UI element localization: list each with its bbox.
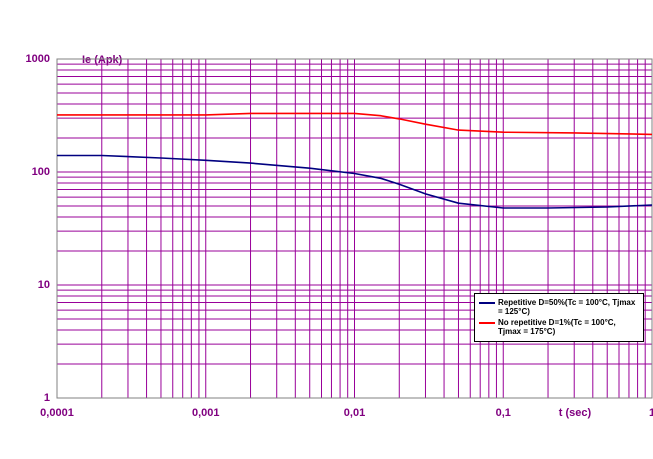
legend-swatch xyxy=(479,302,495,304)
legend: Repetitive D=50%(Tc = 100°C, Tjmax = 125… xyxy=(474,293,644,342)
y-tick-label: 1 xyxy=(44,392,50,404)
legend-label: Repetitive D=50%(Tc = 100°C, Tjmax = 125… xyxy=(498,298,636,316)
legend-label: No repetitive D=1%(Tc = 100°C, Tjmax = 1… xyxy=(498,318,616,336)
plot-border xyxy=(56,58,653,399)
x-axis-label: t (sec) xyxy=(559,407,592,419)
series-line xyxy=(57,112,653,136)
x-tick-label: 0,01 xyxy=(344,407,365,419)
y-axis-label: Ie (Apk) xyxy=(82,54,123,66)
y-tick-label: 1000 xyxy=(26,53,50,65)
legend-entry: Repetitive D=50%(Tc = 100°C, Tjmax = 125… xyxy=(477,298,641,316)
series-line xyxy=(57,154,653,209)
x-tick-label: 1 xyxy=(649,407,653,419)
y-tick-label: 100 xyxy=(32,166,50,178)
x-tick-label: 0,1 xyxy=(496,407,511,419)
y-tick-label: 10 xyxy=(38,279,50,291)
x-tick-label: 0,001 xyxy=(192,407,220,419)
grid xyxy=(56,58,653,399)
legend-entry: No repetitive D=1%(Tc = 100°C, Tjmax = 1… xyxy=(477,318,641,336)
x-tick-label: 0,0001 xyxy=(40,407,74,419)
legend-swatch xyxy=(479,322,495,324)
